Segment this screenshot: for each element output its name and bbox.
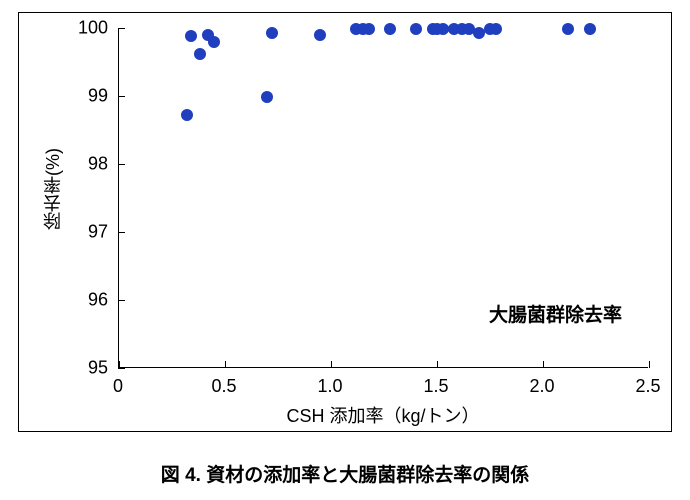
x-tick-label: 1.0 (317, 376, 342, 397)
data-point (410, 23, 422, 35)
x-tick-label: 0 (113, 376, 123, 397)
chart-annotation: 大腸菌群除去率 (489, 300, 622, 327)
data-point (363, 23, 375, 35)
y-tick-label: 95 (88, 358, 108, 379)
data-point (208, 36, 220, 48)
data-point (181, 109, 193, 121)
x-axis-label: CSH 添加率（kg/トン） (286, 402, 479, 428)
x-tick (225, 361, 226, 368)
data-point (266, 27, 278, 39)
data-point (584, 23, 596, 35)
x-tick-label: 2.0 (529, 376, 554, 397)
data-point (185, 30, 197, 42)
y-tick-label: 100 (78, 18, 108, 39)
y-tick-label: 98 (88, 154, 108, 175)
y-tick (118, 368, 125, 369)
y-tick (118, 28, 125, 29)
data-point (314, 29, 326, 41)
x-tick (437, 361, 438, 368)
y-tick (118, 300, 125, 301)
x-tick-label: 1.5 (423, 376, 448, 397)
x-tick (331, 361, 332, 368)
y-tick-label: 97 (88, 222, 108, 243)
y-axis-label: 除去率(%) (40, 148, 66, 230)
x-tick-label: 2.5 (635, 376, 660, 397)
y-tick-label: 96 (88, 290, 108, 311)
x-tick-label: 0.5 (211, 376, 236, 397)
figure-caption: 図 4. 資材の添加率と大腸菌群除去率の関係 (161, 460, 529, 487)
y-tick-label: 99 (88, 86, 108, 107)
x-tick (543, 361, 544, 368)
data-point (384, 23, 396, 35)
y-tick (118, 96, 125, 97)
figure-container: 除去率(%) CSH 添加率（kg/トン） 大腸菌群除去率 図 4. 資材の添加… (0, 0, 690, 500)
data-point (562, 23, 574, 35)
data-point (194, 48, 206, 60)
y-tick (118, 232, 125, 233)
x-tick (119, 361, 120, 368)
x-tick (649, 361, 650, 368)
data-point (261, 91, 273, 103)
data-point (490, 23, 502, 35)
y-tick (118, 164, 125, 165)
